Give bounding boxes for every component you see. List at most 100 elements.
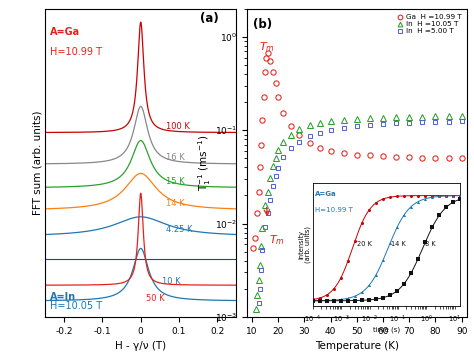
Text: (a): (a) [200, 12, 219, 25]
In  H =5.00 T [253, 329, 259, 333]
In  H =10.05 T [367, 116, 373, 120]
In  H =5.00 T [281, 155, 286, 159]
In  H =10.05 T [307, 123, 312, 127]
Y-axis label: T$_1^{-1}$ (ms$^{-1}$): T$_1^{-1}$ (ms$^{-1}$) [197, 135, 213, 191]
In  H =10.05 T [273, 155, 278, 160]
In  H =10.05 T [267, 175, 273, 180]
Text: 14 K: 14 K [165, 199, 184, 208]
Ga  H =10.99 T [260, 117, 265, 122]
In  H =5.00 T [367, 123, 373, 127]
Line: In  H =10.05 T: In H =10.05 T [251, 113, 465, 326]
Ga  H =10.99 T [296, 133, 302, 137]
In  H =5.00 T [273, 174, 278, 179]
Ga  H =10.99 T [270, 70, 276, 74]
In  H =5.00 T [257, 287, 263, 291]
In  H =10.05 T [433, 114, 438, 118]
In  H =10.05 T [253, 307, 259, 311]
In  H =5.00 T [307, 134, 312, 139]
Y-axis label: FFT sum (arb. units): FFT sum (arb. units) [32, 111, 42, 215]
Text: (b): (b) [253, 18, 273, 31]
Text: A=Ga: A=Ga [50, 27, 80, 37]
In  H =10.05 T [446, 114, 451, 118]
In  H =10.05 T [289, 132, 294, 137]
In  H =5.00 T [296, 140, 302, 144]
Ga  H =10.99 T [459, 156, 465, 160]
Text: H=10.99 T: H=10.99 T [50, 47, 101, 57]
Ga  H =10.99 T [265, 50, 271, 55]
Ga  H =10.99 T [264, 55, 269, 60]
In  H =10.05 T [281, 140, 286, 144]
X-axis label: Temperature (K): Temperature (K) [315, 341, 399, 351]
In  H =10.05 T [406, 115, 412, 119]
In  H =10.05 T [257, 263, 263, 267]
In  H =5.00 T [354, 124, 360, 128]
In  H =10.05 T [262, 202, 268, 207]
In  H =5.00 T [260, 248, 265, 252]
In  H =5.00 T [255, 301, 261, 305]
In  H =10.05 T [328, 119, 333, 123]
Ga  H =10.99 T [262, 70, 268, 74]
In  H =10.05 T [265, 189, 271, 194]
In  H =10.05 T [275, 148, 281, 153]
Ga  H =10.99 T [250, 246, 256, 250]
Ga  H =10.99 T [354, 153, 360, 157]
In  H =5.00 T [265, 211, 271, 215]
Ga  H =10.99 T [275, 95, 281, 99]
Text: $T_m$: $T_m$ [269, 233, 285, 247]
In  H =10.05 T [270, 164, 276, 169]
Ga  H =10.99 T [380, 154, 386, 158]
In  H =10.05 T [459, 114, 465, 118]
Ga  H =10.99 T [419, 155, 425, 160]
In  H =5.00 T [289, 146, 294, 150]
Ga  H =10.99 T [252, 236, 258, 240]
In  H =5.00 T [446, 120, 451, 124]
In  H =10.05 T [393, 115, 399, 120]
In  H =10.05 T [296, 127, 302, 132]
Ga  H =10.99 T [267, 59, 273, 63]
Ga  H =10.99 T [257, 165, 263, 170]
Ga  H =10.99 T [273, 81, 278, 85]
Ga  H =10.99 T [367, 153, 373, 158]
Ga  H =10.99 T [328, 149, 333, 153]
In  H =10.05 T [380, 115, 386, 120]
In  H =5.00 T [250, 343, 256, 347]
In  H =10.05 T [354, 117, 360, 121]
Legend: Ga  H =10.99 T, In  H =10.05 T, In  H =5.00 T: Ga H =10.99 T, In H =10.05 T, In H =5.00… [395, 13, 463, 36]
In  H =5.00 T [317, 131, 323, 135]
Ga  H =10.99 T [255, 211, 260, 215]
Ga  H =10.99 T [446, 155, 451, 160]
In  H =5.00 T [275, 166, 281, 170]
In  H =5.00 T [419, 120, 425, 124]
In  H =10.05 T [317, 121, 323, 125]
In  H =5.00 T [433, 120, 438, 124]
Ga  H =10.99 T [307, 141, 312, 145]
Ga  H =10.99 T [433, 155, 438, 160]
Text: 50 K: 50 K [146, 294, 165, 303]
In  H =10.05 T [255, 277, 261, 282]
Ga  H =10.99 T [289, 124, 294, 129]
In  H =10.05 T [341, 117, 346, 122]
Ga  H =10.99 T [258, 142, 264, 147]
Text: 100 K: 100 K [165, 121, 190, 131]
Line: In  H =5.00 T: In H =5.00 T [251, 119, 464, 347]
In  H =5.00 T [341, 125, 346, 130]
In  H =5.00 T [380, 122, 386, 126]
In  H =5.00 T [255, 317, 260, 321]
In  H =10.05 T [258, 243, 264, 248]
In  H =5.00 T [267, 198, 273, 202]
In  H =5.00 T [262, 225, 268, 229]
Ga  H =10.99 T [281, 110, 286, 115]
Ga  H =10.99 T [261, 95, 267, 99]
X-axis label: H - γ/ν (T): H - γ/ν (T) [115, 341, 166, 351]
Ga  H =10.99 T [341, 151, 346, 155]
Text: 4.25 K: 4.25 K [165, 226, 192, 234]
Text: 15 K: 15 K [165, 177, 184, 186]
Text: 10 K: 10 K [162, 277, 181, 286]
Ga  H =10.99 T [255, 189, 261, 194]
In  H =10.05 T [250, 321, 256, 325]
Text: H=10.05 T: H=10.05 T [50, 301, 102, 311]
Ga  H =10.99 T [406, 155, 412, 159]
Text: 16 K: 16 K [165, 153, 184, 162]
In  H =5.00 T [406, 120, 412, 125]
In  H =5.00 T [270, 184, 276, 189]
